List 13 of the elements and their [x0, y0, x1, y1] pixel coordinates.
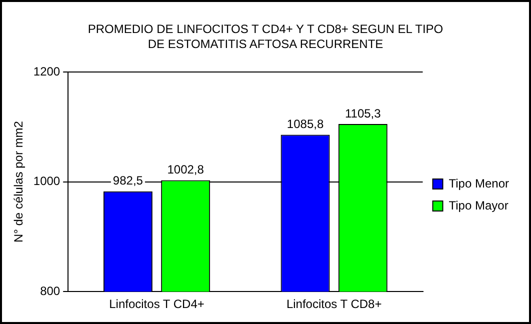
- chart-title: PROMEDIO DE LINFOCITOS T CD4+ Y T CD8+ SEGUN EL TIPO DE ESTOMATITIS AFTOSA RECURRENTE: [86, 22, 444, 52]
- x-tick-label: Linfocitos T CD4+: [109, 297, 204, 312]
- y-tick-label: 1200: [33, 64, 60, 78]
- data-label: 1085,8: [286, 117, 324, 132]
- data-label: 1105,3: [345, 106, 382, 120]
- data-label: 1002,8: [167, 162, 204, 177]
- data-label: 982,5: [112, 174, 144, 188]
- legend-label: Tipo Menor: [448, 176, 510, 190]
- y-axis-title: N° de células por mm2: [12, 120, 26, 243]
- y-tick-label: 800: [40, 284, 60, 298]
- legend-label: Tipo Mayor: [448, 198, 508, 212]
- x-tick-label: Linfocitos T CD8+: [286, 297, 382, 312]
- y-tick-label: 1000: [33, 174, 60, 188]
